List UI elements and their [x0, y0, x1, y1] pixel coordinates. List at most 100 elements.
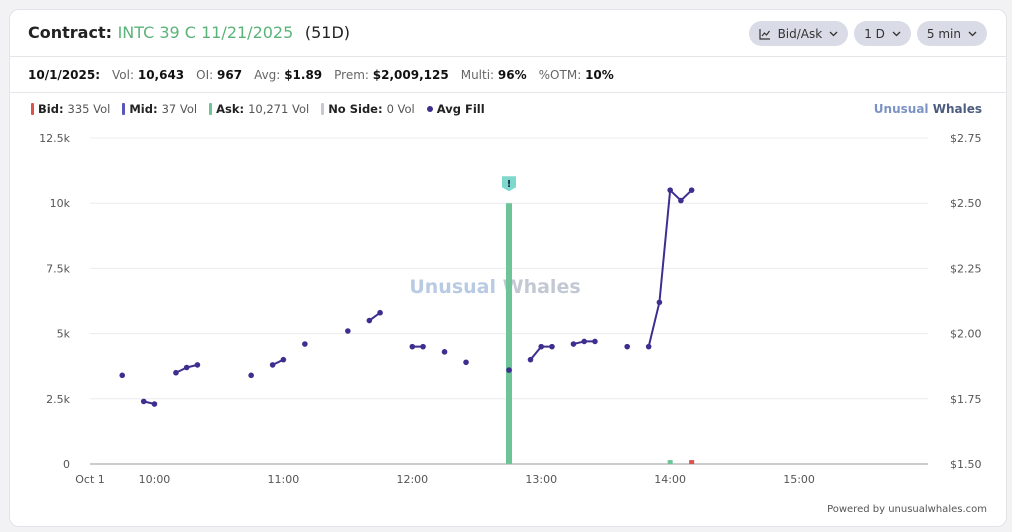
- legend-no-side[interactable]: No Side: 0 Vol: [321, 102, 415, 116]
- avg-fill-point: [549, 343, 555, 350]
- legend-mid-label: Mid:: [129, 102, 158, 116]
- stat-volume: Vol: 10,643: [112, 68, 184, 82]
- avg-fill-point: [678, 197, 684, 204]
- stat-avg-label: Avg:: [254, 67, 281, 82]
- alert-flag-label: !: [507, 179, 512, 190]
- avg-fill-point: [538, 343, 545, 350]
- stat-otm-label: %OTM:: [538, 67, 582, 82]
- stat-premium-value: $2,009,125: [372, 67, 449, 82]
- x-tick-label: Oct 1: [75, 473, 105, 486]
- powered-by[interactable]: Powered by unusualwhales.com: [827, 504, 987, 515]
- avg-fill-point: [183, 364, 190, 371]
- x-tick-label: 13:00: [525, 473, 557, 486]
- avg-fill-point: [570, 341, 577, 347]
- watermark-part1: Unusual: [409, 276, 496, 298]
- y-right-tick-label: $1.75: [950, 393, 982, 406]
- legend-ask[interactable]: Ask: 10,271 Vol: [209, 102, 309, 116]
- legend-mid[interactable]: Mid: 37 Vol: [122, 102, 197, 116]
- y-left-tick-label: 2.5k: [46, 393, 70, 406]
- avg-fill-point: [506, 367, 512, 373]
- stat-premium: Prem: $2,009,125: [334, 68, 449, 82]
- legend-ask-label: Ask:: [216, 102, 245, 116]
- legend-bid-label: Bid:: [38, 102, 64, 116]
- legend-bid-value: 335 Vol: [67, 102, 111, 116]
- avg-fill-point: [366, 317, 373, 324]
- interval-dropdown[interactable]: 5 min: [916, 21, 987, 46]
- avg-fill-point: [409, 343, 416, 350]
- legend-mid-value: 37 Vol: [161, 102, 198, 116]
- legend-bid[interactable]: Bid: 335 Vol: [31, 102, 110, 116]
- avg-fill-point: [420, 343, 426, 350]
- stat-avg-value: $1.89: [284, 67, 323, 82]
- stat-oi-label: OI:: [196, 67, 214, 82]
- y-left-tick-label: 5k: [57, 328, 71, 341]
- range-dropdown[interactable]: 1 D: [854, 21, 911, 46]
- stat-multi-label: Multi:: [460, 67, 495, 82]
- stat-premium-label: Prem:: [334, 67, 369, 82]
- stat-volume-value: 10,643: [137, 67, 185, 82]
- bid-ask-dropdown[interactable]: Bid/Ask: [748, 21, 849, 46]
- range-dropdown-label: 1 D: [864, 26, 885, 41]
- y-left-tick-label: 12.5k: [39, 132, 70, 145]
- stat-oi-value: 967: [217, 67, 243, 82]
- avg-fill-point: [592, 338, 598, 345]
- legend-no-side-value: 0 Vol: [386, 102, 415, 116]
- avg-fill-point: [377, 309, 383, 316]
- mid-swatch: [122, 103, 126, 115]
- chevron-down-icon: [829, 31, 838, 36]
- avg-fill-point: [269, 362, 276, 368]
- avg-fill-point: [151, 401, 158, 407]
- avg-fill-series: [119, 187, 695, 407]
- brand-logo-text[interactable]: Unusual Whales: [874, 102, 982, 116]
- avg-fill-point: [302, 341, 308, 347]
- avg-fill-point: [194, 362, 201, 368]
- stat-volume-label: Vol:: [112, 67, 135, 82]
- x-axis: Oct 1 10:00 11:00 12:00 13:00 14:00 15:00: [75, 473, 815, 486]
- y-right-tick-label: $2.75: [950, 132, 982, 145]
- y-left-tick-label: 7.5k: [46, 262, 70, 275]
- contract-name[interactable]: INTC 39 C 11/21/2025: [117, 23, 294, 42]
- days-to-expiry: (51D): [304, 23, 351, 42]
- stat-multi: Multi: 96%: [461, 68, 527, 82]
- avg-fill-point: [345, 328, 351, 334]
- volume-bar: [667, 460, 673, 464]
- brand-part2: Whales: [932, 102, 982, 116]
- stat-oi: OI: 967: [196, 68, 242, 82]
- chart-controls: Bid/Ask 1 D 5 min: [748, 21, 987, 46]
- volume-price-chart: 0 2.5k 5k 7.5k 10k 12.5k $1.50 $1.75 $2.00 $2.25…: [39, 132, 982, 486]
- bid-ask-dropdown-label: Bid/Ask: [777, 26, 823, 41]
- avg-fill-point: [441, 349, 448, 355]
- bid-swatch: [31, 103, 34, 115]
- chart-header: Contract: INTC 39 C 11/21/2025 (51D) Bid…: [10, 10, 1006, 57]
- ask-swatch: [209, 103, 213, 115]
- chevron-down-icon: [968, 31, 977, 36]
- y-right-tick-label: $1.50: [950, 458, 982, 471]
- chart-watermark: Unusual Whales: [409, 276, 580, 298]
- x-tick-label: 14:00: [654, 473, 686, 486]
- legend-avg-fill[interactable]: Avg Fill: [426, 102, 485, 116]
- chart-icon: [758, 28, 770, 40]
- avg-fill-point: [667, 187, 673, 193]
- no-side-swatch: [321, 103, 325, 115]
- volume-bars: !: [502, 176, 695, 464]
- contract-label: Contract:: [28, 23, 112, 42]
- chart-legend: Bid: 335 Vol Mid: 37 Vol Ask: 10,271 Vol No…: [31, 102, 485, 116]
- avg-fill-point: [688, 187, 695, 193]
- avg-fill-point: [527, 356, 534, 363]
- stat-multi-value: 96%: [497, 67, 527, 82]
- x-tick-label: 12:00: [396, 473, 428, 486]
- chevron-down-icon: [892, 31, 901, 36]
- avg-fill-point: [248, 372, 254, 379]
- legend-ask-value: 10,271 Vol: [248, 102, 310, 116]
- avg-fill-point: [624, 343, 630, 350]
- legend-avg-fill-label: Avg Fill: [436, 102, 485, 116]
- avg-fill-dot-icon: [426, 106, 433, 112]
- stats-date: 10/1/2025:: [28, 67, 101, 82]
- avg-fill-point: [656, 299, 663, 306]
- avg-fill-point: [173, 369, 179, 376]
- interval-dropdown-label: 5 min: [926, 26, 961, 41]
- contract-title: Contract: INTC 39 C 11/21/2025 (51D): [28, 23, 350, 42]
- volume-bar: [506, 203, 512, 464]
- avg-fill-point: [140, 398, 147, 405]
- y-left-tick-label: 10k: [50, 197, 71, 210]
